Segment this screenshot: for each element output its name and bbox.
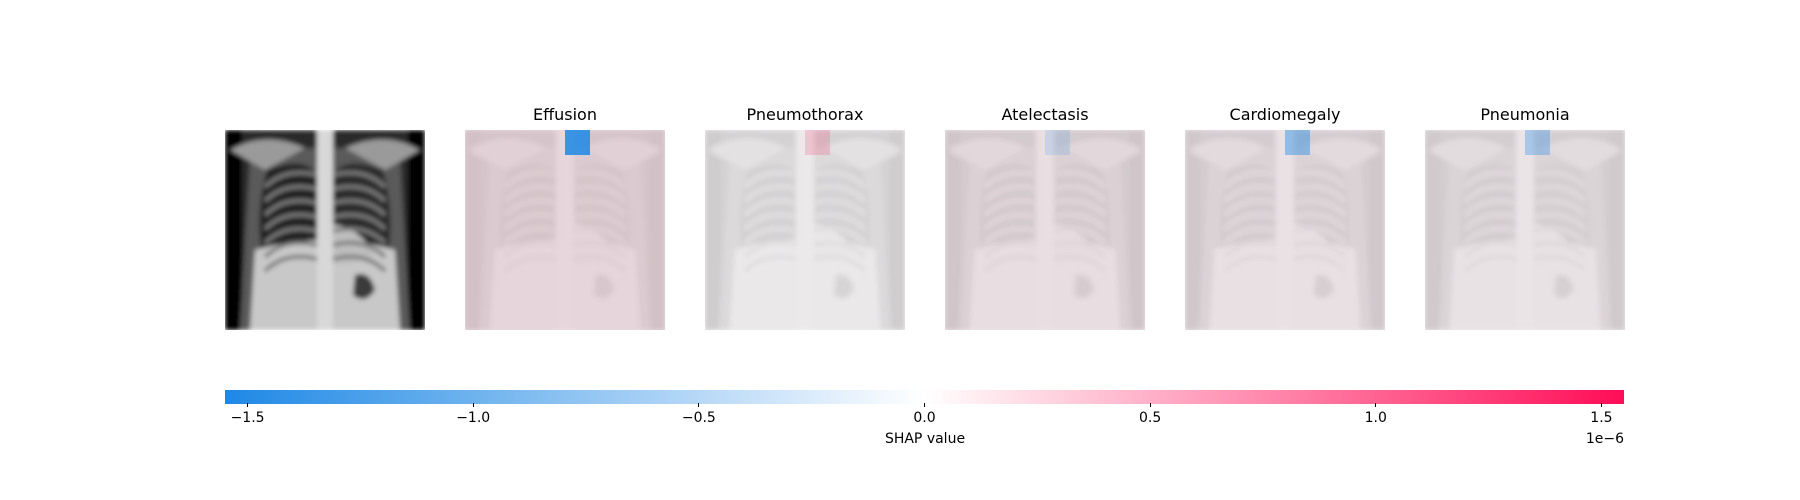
colorbar-tick-label: 1.0 (1364, 410, 1387, 426)
panel-title: Atelectasis (1001, 105, 1089, 124)
colorbar-tick-label: −1.0 (456, 410, 491, 426)
colorbar-tick-label: −0.5 (681, 410, 716, 426)
colorbar-offset-text: 1e−6 (1585, 431, 1624, 447)
shap-heatmap-panel (465, 130, 665, 330)
background-tint (465, 130, 665, 330)
colorbar-label: SHAP value (884, 431, 966, 447)
shap-heatmap-panel (1185, 130, 1385, 330)
colorbar-tick-label: 0.0 (913, 410, 936, 426)
colorbar-tick (1149, 403, 1151, 407)
colorbar-tick-label: 1.5 (1590, 410, 1613, 426)
colorbar-tick (472, 403, 474, 407)
panel-title: Pneumonia (1480, 105, 1570, 124)
panel-title: Effusion (533, 105, 597, 124)
colorbar-tick-label: 0.5 (1139, 410, 1162, 426)
shap-patch (1045, 130, 1070, 155)
shap-patch (1285, 130, 1310, 155)
input-xray-image (225, 130, 425, 330)
colorbar-tick (247, 403, 249, 407)
colorbar-tick (698, 403, 700, 407)
background-tint (1185, 130, 1385, 330)
colorbar-tick (1375, 403, 1377, 407)
shap-colorbar (225, 389, 1624, 404)
shap-patch (805, 130, 830, 155)
panel-title: Cardiomegaly (1229, 105, 1341, 124)
colorbar-tick (924, 403, 925, 407)
background-tint (945, 130, 1145, 330)
background-tint (1425, 130, 1625, 330)
colorbar-tick-label: −1.5 (230, 410, 265, 426)
shap-patch (1525, 130, 1550, 155)
shap-heatmap-panel (705, 130, 905, 330)
shap-heatmap-panel (945, 130, 1145, 330)
colorbar-tick (1600, 403, 1602, 407)
colorbar-gradient (225, 390, 1624, 404)
panel-title: Pneumothorax (746, 105, 864, 124)
shap-patch (565, 130, 590, 155)
shap-heatmap-panel (1425, 130, 1625, 330)
